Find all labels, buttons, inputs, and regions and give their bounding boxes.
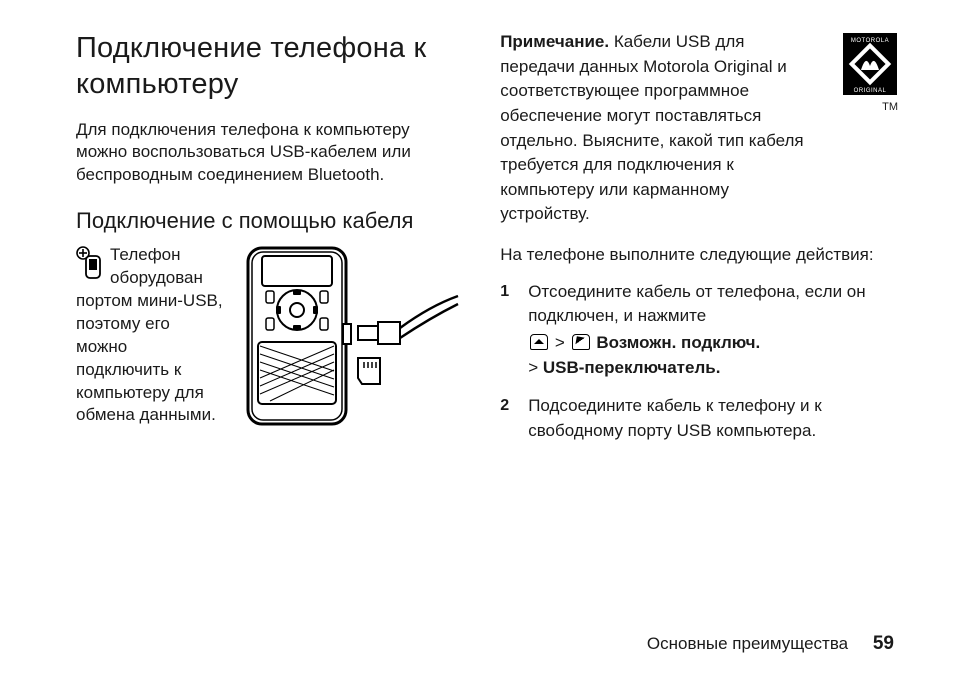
step-2-text: Подсоедините кабель к телефону и к свобо…: [528, 396, 821, 440]
motorola-original-logo: MOTOROLA ORIGINAL TM: [828, 32, 898, 119]
phone-tip-icon: [76, 246, 104, 280]
left-column: Подключение телефона к компьютеру Для по…: [76, 30, 460, 458]
steps-intro: На телефоне выполните следующие действия…: [500, 243, 894, 268]
note-label: Примечание.: [500, 32, 609, 51]
trademark-symbol: TM: [882, 101, 898, 113]
right-column: MOTOROLA ORIGINAL TM Примечание. Кабели …: [500, 30, 894, 458]
step-number: 2: [500, 394, 509, 417]
sd-card-icon: [358, 358, 380, 384]
menu-item-b: USB-переключатель.: [543, 358, 721, 377]
menu-path: > Возможн. подключ. > USB-переключатель.: [528, 331, 894, 380]
usb-plug-icon: [358, 296, 458, 344]
page-title: Подключение телефона к компьютеру: [76, 30, 460, 103]
edit-key-icon: [572, 334, 590, 350]
motorola-logo-icon: MOTOROLA ORIGINAL: [842, 32, 898, 96]
step-number: 1: [500, 280, 509, 303]
cable-subheading: Подключение с помощью кабеля: [76, 207, 460, 236]
phone-usb-illustration: [230, 246, 460, 426]
two-column-layout: Подключение телефона к компьютеру Для по…: [76, 30, 894, 458]
cable-text-start: Телефон оборудован: [110, 245, 203, 287]
cable-description: Телефон оборудован портом мини-USB, поэт…: [76, 244, 460, 430]
logo-bottom-text: ORIGINAL: [854, 88, 887, 94]
note-body: Кабели USB для передачи данных Motorola …: [500, 32, 803, 223]
step-1: 1 Отсоедините кабель от телефона, если о…: [500, 280, 894, 381]
steps-list: 1 Отсоедините кабель от телефона, если о…: [500, 280, 894, 444]
page-number: 59: [873, 633, 894, 654]
intro-paragraph: Для подключения телефона к компьютеру мо…: [76, 119, 460, 188]
menu-item-a: Возможн. подключ.: [596, 333, 760, 352]
page-footer: Основные преимущества 59: [647, 633, 894, 655]
home-key-icon: [530, 334, 548, 350]
footer-section-title: Основные преимущества: [647, 634, 848, 653]
cable-text-rest: портом мини-USB, поэтому его можно подкл…: [76, 291, 223, 425]
step-1-text: Отсоедините кабель от телефона, если он …: [528, 282, 865, 326]
manual-page: Подключение телефона к компьютеру Для по…: [0, 0, 954, 677]
step-2: 2 Подсоедините кабель к телефону и к сво…: [500, 394, 894, 443]
